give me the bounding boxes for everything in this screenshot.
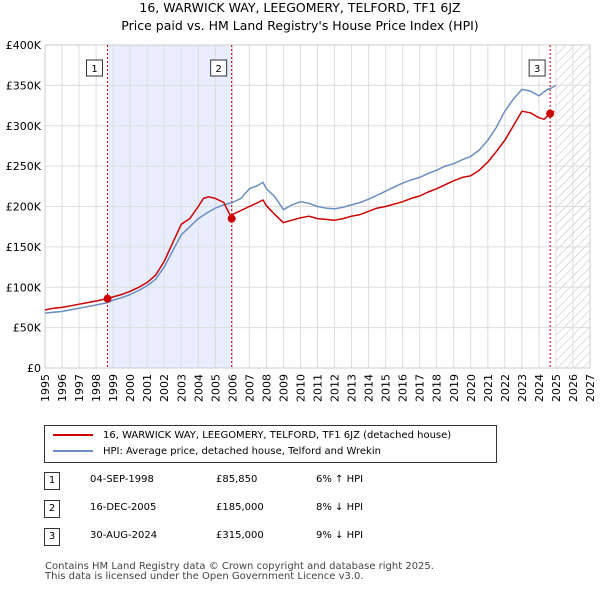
transaction-number: 3 [44, 528, 60, 546]
sale-point [227, 214, 236, 223]
x-tick-label: 1995 [39, 374, 52, 402]
chart-legend: 16, WARWICK WAY, LEEGOMERY, TELFORD, TF1… [44, 425, 497, 463]
x-tick-label: 2024 [533, 374, 546, 402]
transaction-date: 04-SEP-1998 [90, 474, 154, 485]
footer-line1: Contains HM Land Registry data © Crown c… [45, 561, 434, 572]
legend-item-hpi: HPI: Average price, detached house, Telf… [53, 444, 381, 460]
table-row: 3 30-AUG-2024 £315,000 9% ↓ HPI [42, 528, 462, 556]
x-tick-label: 2001 [141, 374, 154, 402]
x-tick-label: 2018 [431, 374, 444, 402]
sale-marker-label: 2 [215, 64, 221, 75]
sale-marker-box: 3 [528, 59, 546, 77]
legend-swatch-hpi [53, 450, 93, 452]
property-price-line [44, 110, 555, 311]
x-tick-label: 2026 [567, 374, 580, 402]
x-tick-label: 1999 [107, 374, 120, 402]
sale-marker-box-frame [86, 59, 104, 77]
x-tick-label: 2015 [380, 374, 393, 402]
x-tick-label: 2019 [448, 374, 461, 402]
x-tick-label: 2025 [550, 374, 563, 402]
x-tick-label: 2006 [226, 374, 239, 402]
y-tick-label: £200K [6, 201, 42, 214]
transaction-price: £315,000 [216, 530, 264, 541]
chart-title-line1: 16, WARWICK WAY, LEEGOMERY, TELFORD, TF1… [139, 0, 461, 15]
transaction-hpi-diff: 6% ↑ HPI [316, 474, 364, 485]
x-tick-label: 2012 [329, 374, 342, 402]
x-tick-label: 2005 [209, 374, 222, 402]
sale-marker-label: 1 [91, 64, 97, 75]
chart-title-line2: Price paid vs. HM Land Registry's House … [121, 18, 479, 33]
sale-marker-box-frame [210, 59, 228, 77]
y-tick-label: £0 [27, 362, 41, 375]
x-tick-label: 2011 [312, 374, 325, 402]
x-tick-label: 2003 [175, 374, 188, 402]
x-tick-label: 2014 [363, 374, 376, 402]
sale-marker-box: 2 [210, 59, 228, 77]
transaction-hpi-diff: 8% ↓ HPI [316, 502, 364, 513]
x-tick-label: 2004 [192, 374, 205, 402]
transaction-price: £85,850 [216, 474, 258, 485]
x-tick-label: 1997 [73, 374, 86, 402]
x-tick-label: 2009 [277, 374, 290, 402]
legend-label-hpi: HPI: Average price, detached house, Telf… [103, 446, 381, 457]
legend-item-property: 16, WARWICK WAY, LEEGOMERY, TELFORD, TF1… [53, 428, 451, 444]
x-tick-label: 1996 [56, 374, 69, 402]
footer-copyright: Contains HM Land Registry data © Crown c… [45, 562, 434, 582]
table-row: 2 16-DEC-2005 £185,000 8% ↓ HPI [42, 500, 462, 528]
x-tick-label: 2017 [414, 374, 427, 402]
plot-border [44, 44, 591, 369]
sale-point [103, 294, 112, 303]
x-tick-label: 2013 [346, 374, 359, 402]
x-tick-label: 2027 [584, 374, 597, 402]
transactions-table: 1 04-SEP-1998 £85,850 6% ↑ HPI 2 16-DEC-… [42, 472, 462, 556]
y-tick-label: £350K [6, 79, 42, 92]
x-tick-label: 2008 [260, 374, 273, 402]
x-tick-label: 2023 [516, 374, 529, 402]
y-tick-label: £300K [6, 120, 42, 133]
sale-marker-label: 3 [534, 64, 540, 75]
transaction-price: £185,000 [216, 502, 264, 513]
transaction-date: 16-DEC-2005 [90, 502, 157, 513]
x-tick-label: 2021 [482, 374, 495, 402]
x-tick-label: 2010 [294, 374, 307, 402]
transaction-hpi-diff: 9% ↓ HPI [316, 530, 364, 541]
sale-marker-box-frame [528, 59, 546, 77]
y-tick-label: £150K [6, 241, 42, 254]
x-tick-label: 2007 [243, 374, 256, 402]
x-tick-label: 2022 [499, 374, 512, 402]
footer-line2: This data is licensed under the Open Gov… [45, 571, 364, 582]
x-tick-label: 2016 [397, 374, 410, 402]
transaction-number: 2 [44, 500, 60, 518]
sale-point [546, 109, 555, 118]
y-tick-label: £50K [13, 322, 42, 335]
table-row: 1 04-SEP-1998 £85,850 6% ↑ HPI [42, 472, 462, 500]
y-tick-label: £100K [6, 281, 42, 294]
hpi-line [44, 84, 557, 314]
y-tick-label: £250K [6, 160, 42, 173]
transaction-date: 30-AUG-2024 [90, 530, 158, 541]
legend-swatch-property [53, 434, 93, 436]
x-tick-label: 2020 [465, 374, 478, 402]
transaction-number: 1 [44, 472, 60, 490]
x-tick-label: 1998 [90, 374, 103, 402]
chart-area: £0 £50K £100K £150K £200K £250K £300K £350K £400… [6, 39, 597, 402]
x-tick-label: 2000 [124, 374, 137, 402]
y-tick-label: £400K [6, 39, 42, 52]
legend-label-property: 16, WARWICK WAY, LEEGOMERY, TELFORD, TF1… [103, 430, 452, 441]
sale-marker-box: 1 [86, 59, 104, 77]
x-tick-label: 2002 [158, 374, 171, 402]
